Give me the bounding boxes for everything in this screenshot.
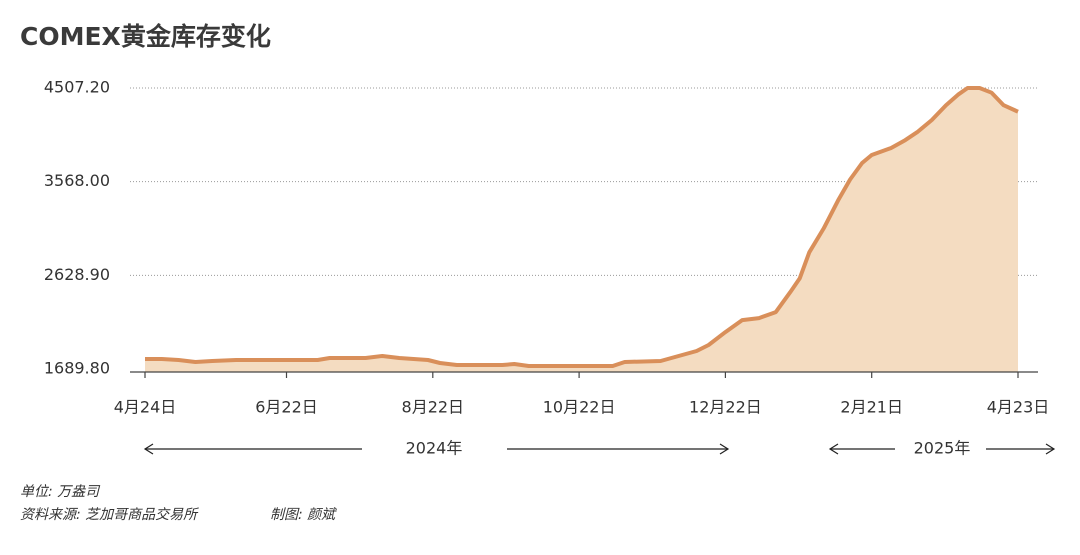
- unit-note: 单位: 万盎司: [20, 484, 101, 500]
- y-tick-label: 2628.90: [44, 265, 110, 284]
- plot: 1689.80 2628.90 3568.00 4507.20 4月24日 6月22日 8月…: [44, 78, 1049, 417]
- year-span: 2024年: [143, 439, 730, 458]
- x-tick-label: 6月22日: [255, 398, 318, 417]
- line: [145, 86, 1019, 368]
- x-tick-label: 2月21日: [840, 398, 903, 417]
- credit-note: 制图: 颜斌: [270, 507, 337, 523]
- y-tick-label: 1689.80: [44, 359, 110, 378]
- x-tick-label: 4月23日: [987, 398, 1050, 417]
- x-tick-label: 4月24日: [114, 398, 177, 417]
- x-tick-label: 12月22日: [689, 398, 762, 417]
- x-tick-label: 10月22日: [543, 398, 616, 417]
- y-tick-label: 4507.20: [44, 78, 110, 97]
- year-label: 2024年: [406, 439, 463, 458]
- area: [145, 88, 1018, 372]
- y-tick-label: 3568.00: [44, 171, 110, 190]
- x-tick-label: 8月22日: [402, 398, 465, 417]
- chart-title: COMEX黄金库存变化: [20, 22, 271, 51]
- year-label: 2025年: [914, 439, 971, 458]
- source-note: 资料来源: 芝加哥商品交易所: [20, 507, 199, 523]
- year-span: 2025年: [828, 439, 1056, 458]
